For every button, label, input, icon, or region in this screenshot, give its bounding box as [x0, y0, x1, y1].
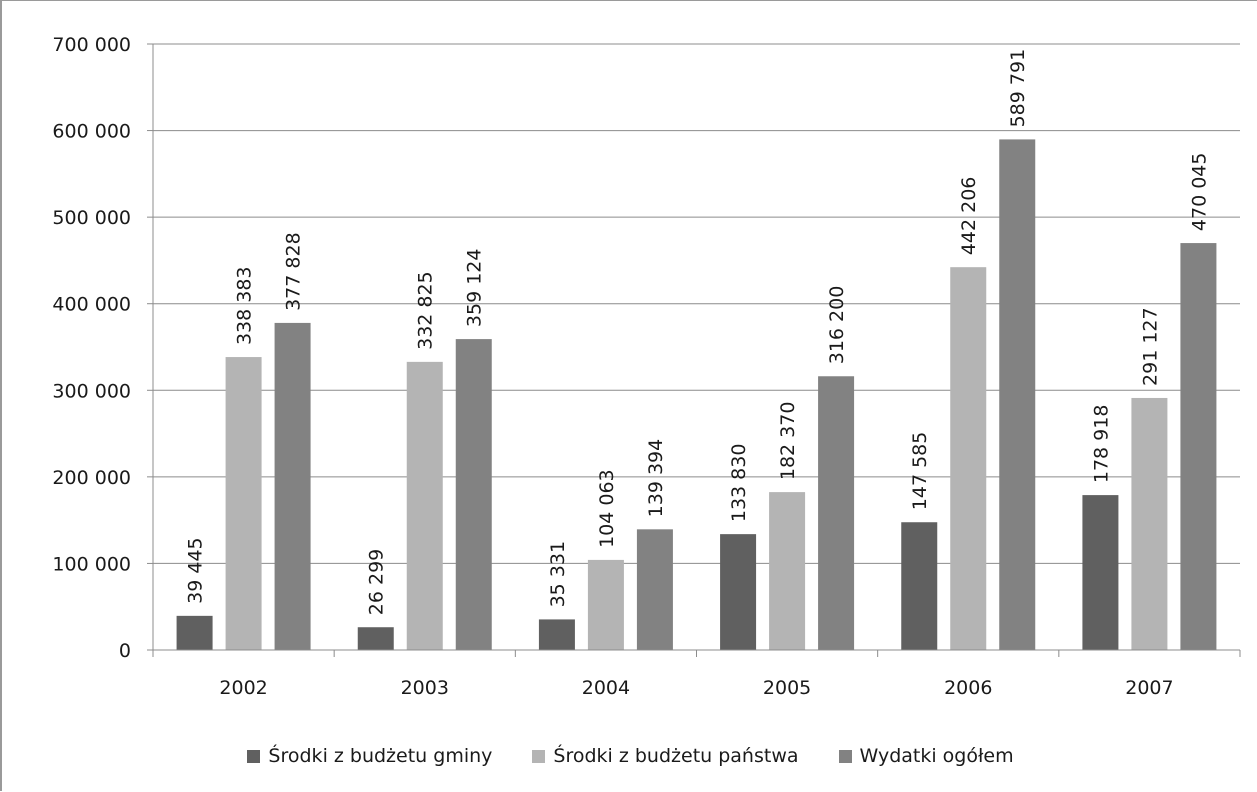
- y-tick-label: 300 000: [52, 380, 131, 402]
- data-label: 35 331: [547, 541, 569, 607]
- data-label: 291 127: [1139, 307, 1161, 386]
- data-label: 133 830: [728, 444, 750, 523]
- y-tick-label: 200 000: [52, 467, 131, 489]
- data-label: 26 299: [366, 549, 388, 615]
- bar: [1082, 495, 1119, 650]
- bar: [818, 376, 855, 650]
- data-label: 316 200: [826, 286, 848, 365]
- y-tick-label: 100 000: [52, 553, 131, 575]
- legend-label: Środki z budżetu państwa: [553, 745, 799, 767]
- legend-item: Środki z budżetu państwa: [532, 745, 799, 767]
- data-label: 338 383: [234, 266, 256, 345]
- legend-label: Środki z budżetu gminy: [268, 745, 493, 767]
- legend-label: Wydatki ogółem: [859, 745, 1014, 767]
- y-tick-label: 400 000: [52, 294, 131, 316]
- bar: [999, 139, 1036, 651]
- data-label: 147 585: [909, 432, 931, 511]
- legend-item: Środki z budżetu gminy: [247, 745, 492, 767]
- data-label: 332 825: [415, 271, 437, 350]
- bar: [901, 522, 938, 650]
- bar: [274, 322, 311, 650]
- y-tick-label: 700 000: [52, 34, 131, 56]
- legend-swatch: [838, 749, 852, 763]
- x-tick-label: 2003: [401, 677, 449, 699]
- legend-swatch: [532, 749, 546, 763]
- bar: [587, 559, 624, 650]
- bar: [455, 339, 492, 650]
- data-label: 359 124: [464, 249, 486, 328]
- x-tick-label: 2007: [1125, 677, 1173, 699]
- data-label: 104 063: [596, 469, 618, 548]
- y-tick-label: 0: [119, 640, 131, 662]
- bar: [538, 619, 575, 650]
- data-label: 470 045: [1188, 152, 1210, 231]
- bar: [1180, 243, 1217, 651]
- x-tick-label: 2006: [944, 677, 992, 699]
- x-tick-label: 2002: [219, 677, 267, 699]
- data-label: 182 370: [777, 402, 799, 481]
- legend-item: Wydatki ogółem: [838, 745, 1014, 767]
- x-tick-label: 2005: [763, 677, 811, 699]
- bar: [769, 492, 806, 650]
- bar: [1131, 397, 1168, 650]
- data-label: 39 445: [185, 537, 207, 603]
- bar: [720, 534, 757, 650]
- data-label: 377 828: [283, 232, 305, 311]
- chart-legend: Środki z budżetu gminy Środki z budżetu p…: [2, 745, 1257, 767]
- data-label: 139 394: [645, 439, 667, 518]
- legend-swatch: [247, 749, 261, 763]
- data-label: 589 791: [1007, 49, 1029, 128]
- bar: [176, 615, 213, 650]
- x-tick-label: 2004: [582, 677, 630, 699]
- data-label: 442 206: [958, 177, 980, 256]
- bar: [225, 357, 262, 650]
- data-label: 178 918: [1090, 405, 1112, 484]
- bar: [950, 267, 987, 650]
- bar: [406, 361, 443, 650]
- bar: [357, 627, 394, 650]
- y-tick-label: 500 000: [52, 207, 131, 229]
- bar: [636, 529, 673, 650]
- y-tick-label: 600 000: [52, 121, 131, 143]
